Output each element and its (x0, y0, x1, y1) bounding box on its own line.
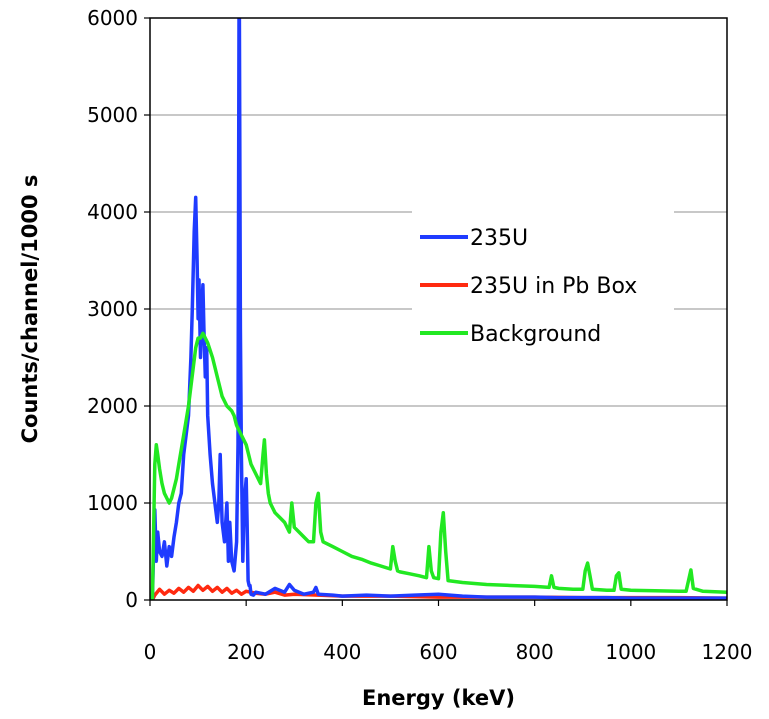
y-tick-label: 2000 (87, 394, 138, 418)
x-tick-label: 600 (419, 640, 457, 664)
y-axis-title: Counts/channel/1000 s (18, 175, 42, 444)
legend: 235U 235U in Pb Box Background (412, 205, 674, 365)
series-line-1 (150, 583, 727, 600)
x-tick-label: 200 (227, 640, 265, 664)
y-tick-label: 0 (125, 588, 138, 612)
x-tick-label: 1000 (605, 640, 656, 664)
series-lines (150, 18, 727, 600)
legend-label: 235U (470, 226, 528, 251)
x-tick-label: 0 (144, 640, 157, 664)
x-tick-label: 800 (516, 640, 554, 664)
x-tick-label: 400 (323, 640, 361, 664)
y-tick-label: 5000 (87, 103, 138, 127)
series-line-2 (150, 331, 727, 600)
y-tick-label: 1000 (87, 491, 138, 515)
series-line-0 (150, 18, 727, 600)
y-tick-label: 6000 (87, 6, 138, 30)
axis-ticks: 0 1000 2000 3000 4000 5000 6000 0 200 400 600 800 10… (87, 6, 752, 664)
x-axis-title: Energy (keV) (362, 686, 515, 710)
legend-label: Background (470, 322, 601, 347)
legend-label: 235U in Pb Box (470, 274, 637, 299)
x-tick-label: 1200 (702, 640, 753, 664)
y-tick-label: 4000 (87, 200, 138, 224)
y-tick-label: 3000 (87, 297, 138, 321)
